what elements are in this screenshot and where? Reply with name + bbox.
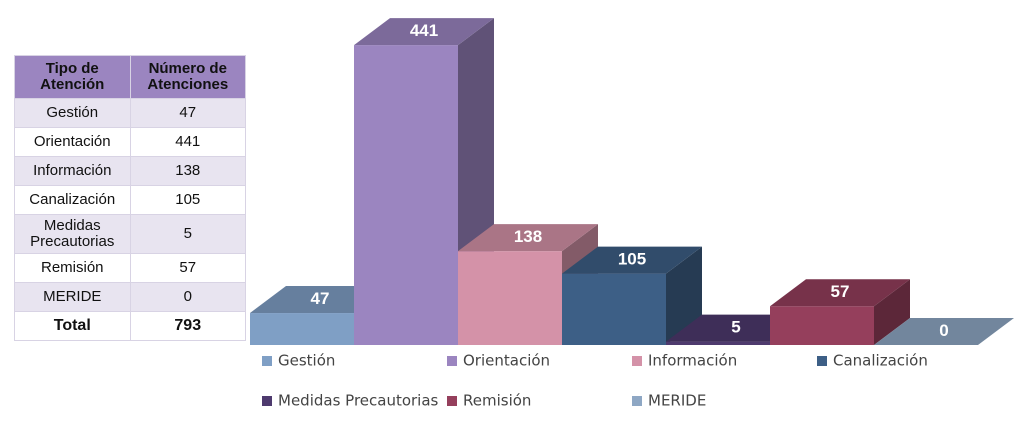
bar <box>770 306 874 345</box>
table-cell: 0 <box>129 282 246 312</box>
legend-swatch <box>262 356 272 366</box>
legend-label: Información <box>648 352 737 370</box>
bar-top <box>354 18 494 46</box>
bar <box>250 313 354 345</box>
table-cell: MERIDE <box>14 282 131 312</box>
value-label: 0 <box>939 321 948 340</box>
value-label: 138 <box>514 227 542 246</box>
table-cell: 105 <box>129 185 246 215</box>
bar-top <box>770 279 910 307</box>
bar-top <box>874 318 1014 345</box>
bar-top <box>458 224 598 252</box>
table-row: Medidas Precautorias 5 <box>14 214 246 254</box>
value-label: 5 <box>731 318 740 337</box>
legend-label: Remisión <box>463 392 531 410</box>
header-cell: Número de Atenciones <box>129 55 246 99</box>
table-cell: Información <box>14 156 131 186</box>
legend-label: Orientación <box>463 352 550 370</box>
legend-swatch <box>817 356 827 366</box>
header-cell: Tipo de Atención <box>14 55 131 99</box>
value-label: 441 <box>410 21 438 40</box>
table-cell: 47 <box>129 98 246 128</box>
legend-swatch <box>447 356 457 366</box>
table-row: Orientación 441 <box>14 127 246 157</box>
legend-swatch <box>632 396 642 406</box>
bar <box>458 251 562 345</box>
table-row: MERIDE 0 <box>14 282 246 312</box>
legend-label: Canalización <box>833 352 928 370</box>
value-label: 105 <box>618 250 646 269</box>
value-label: 57 <box>831 282 850 301</box>
table-cell: Gestión <box>14 98 131 128</box>
legend-swatch <box>447 396 457 406</box>
total-row: Total 793 <box>14 311 246 341</box>
total-cell: Total <box>14 311 131 341</box>
table-row: Información 138 <box>14 156 246 186</box>
legend-label: Medidas Precautorias <box>278 392 439 410</box>
bar <box>354 45 458 346</box>
legend-swatch <box>262 396 272 406</box>
table-row: Remisión 57 <box>14 253 246 283</box>
bar-side <box>874 279 910 345</box>
bar-top <box>562 246 702 274</box>
table-row: Gestión 47 <box>14 98 246 128</box>
bar <box>562 273 666 345</box>
value-label: 47 <box>311 289 330 308</box>
table-cell: Medidas Precautorias <box>14 214 131 254</box>
legend-label: Gestión <box>278 352 335 370</box>
bar-side <box>666 246 702 345</box>
table-cell: 441 <box>129 127 246 157</box>
table-cell: Orientación <box>14 127 131 157</box>
legend-swatch <box>632 356 642 366</box>
total-cell: 793 <box>129 311 246 341</box>
bar <box>666 341 770 345</box>
table-cell: 5 <box>129 214 246 254</box>
header-row: Tipo de Atención Número de Atenciones <box>14 55 246 99</box>
legend-label: MERIDE <box>648 392 706 410</box>
data-table: Tipo de Atención Número de Atenciones Gest… <box>14 55 246 341</box>
